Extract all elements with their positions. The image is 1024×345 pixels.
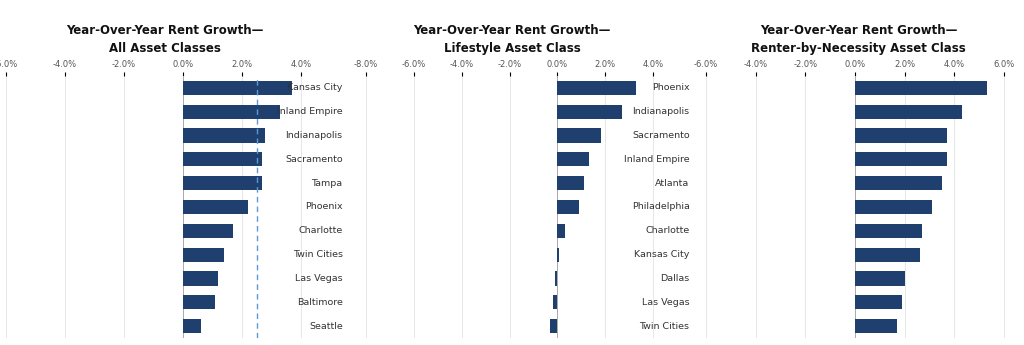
Bar xyxy=(183,128,265,142)
Bar xyxy=(183,295,215,309)
Bar xyxy=(183,152,262,167)
Bar xyxy=(855,128,947,142)
Bar xyxy=(183,247,224,262)
Bar xyxy=(557,152,589,167)
Bar xyxy=(855,224,923,238)
Bar xyxy=(855,272,905,286)
Bar xyxy=(555,272,557,286)
Bar xyxy=(183,224,233,238)
Bar xyxy=(183,105,281,119)
Bar xyxy=(855,105,962,119)
Bar xyxy=(183,319,201,333)
Bar xyxy=(557,224,564,238)
Bar xyxy=(855,247,920,262)
Bar xyxy=(855,200,932,214)
Bar xyxy=(855,152,947,167)
Bar xyxy=(183,81,292,95)
Bar xyxy=(557,105,623,119)
Bar xyxy=(553,295,557,309)
Title: Year-Over-Year Rent Growth—
Lifestyle Asset Class: Year-Over-Year Rent Growth— Lifestyle As… xyxy=(414,23,610,55)
Bar xyxy=(183,176,262,190)
Bar xyxy=(183,200,248,214)
Bar xyxy=(855,319,897,333)
Bar xyxy=(855,295,902,309)
Bar xyxy=(557,176,584,190)
Bar xyxy=(557,128,600,142)
Bar xyxy=(557,247,559,262)
Bar xyxy=(183,272,218,286)
Bar xyxy=(557,81,637,95)
Bar xyxy=(855,81,987,95)
Bar xyxy=(550,319,557,333)
Bar xyxy=(855,176,942,190)
Title: Year-Over-Year Rent Growth—
All Asset Classes: Year-Over-Year Rent Growth— All Asset Cl… xyxy=(67,23,264,55)
Bar xyxy=(557,200,579,214)
Title: Year-Over-Year Rent Growth—
Renter-by-Necessity Asset Class: Year-Over-Year Rent Growth— Renter-by-Ne… xyxy=(752,23,967,55)
